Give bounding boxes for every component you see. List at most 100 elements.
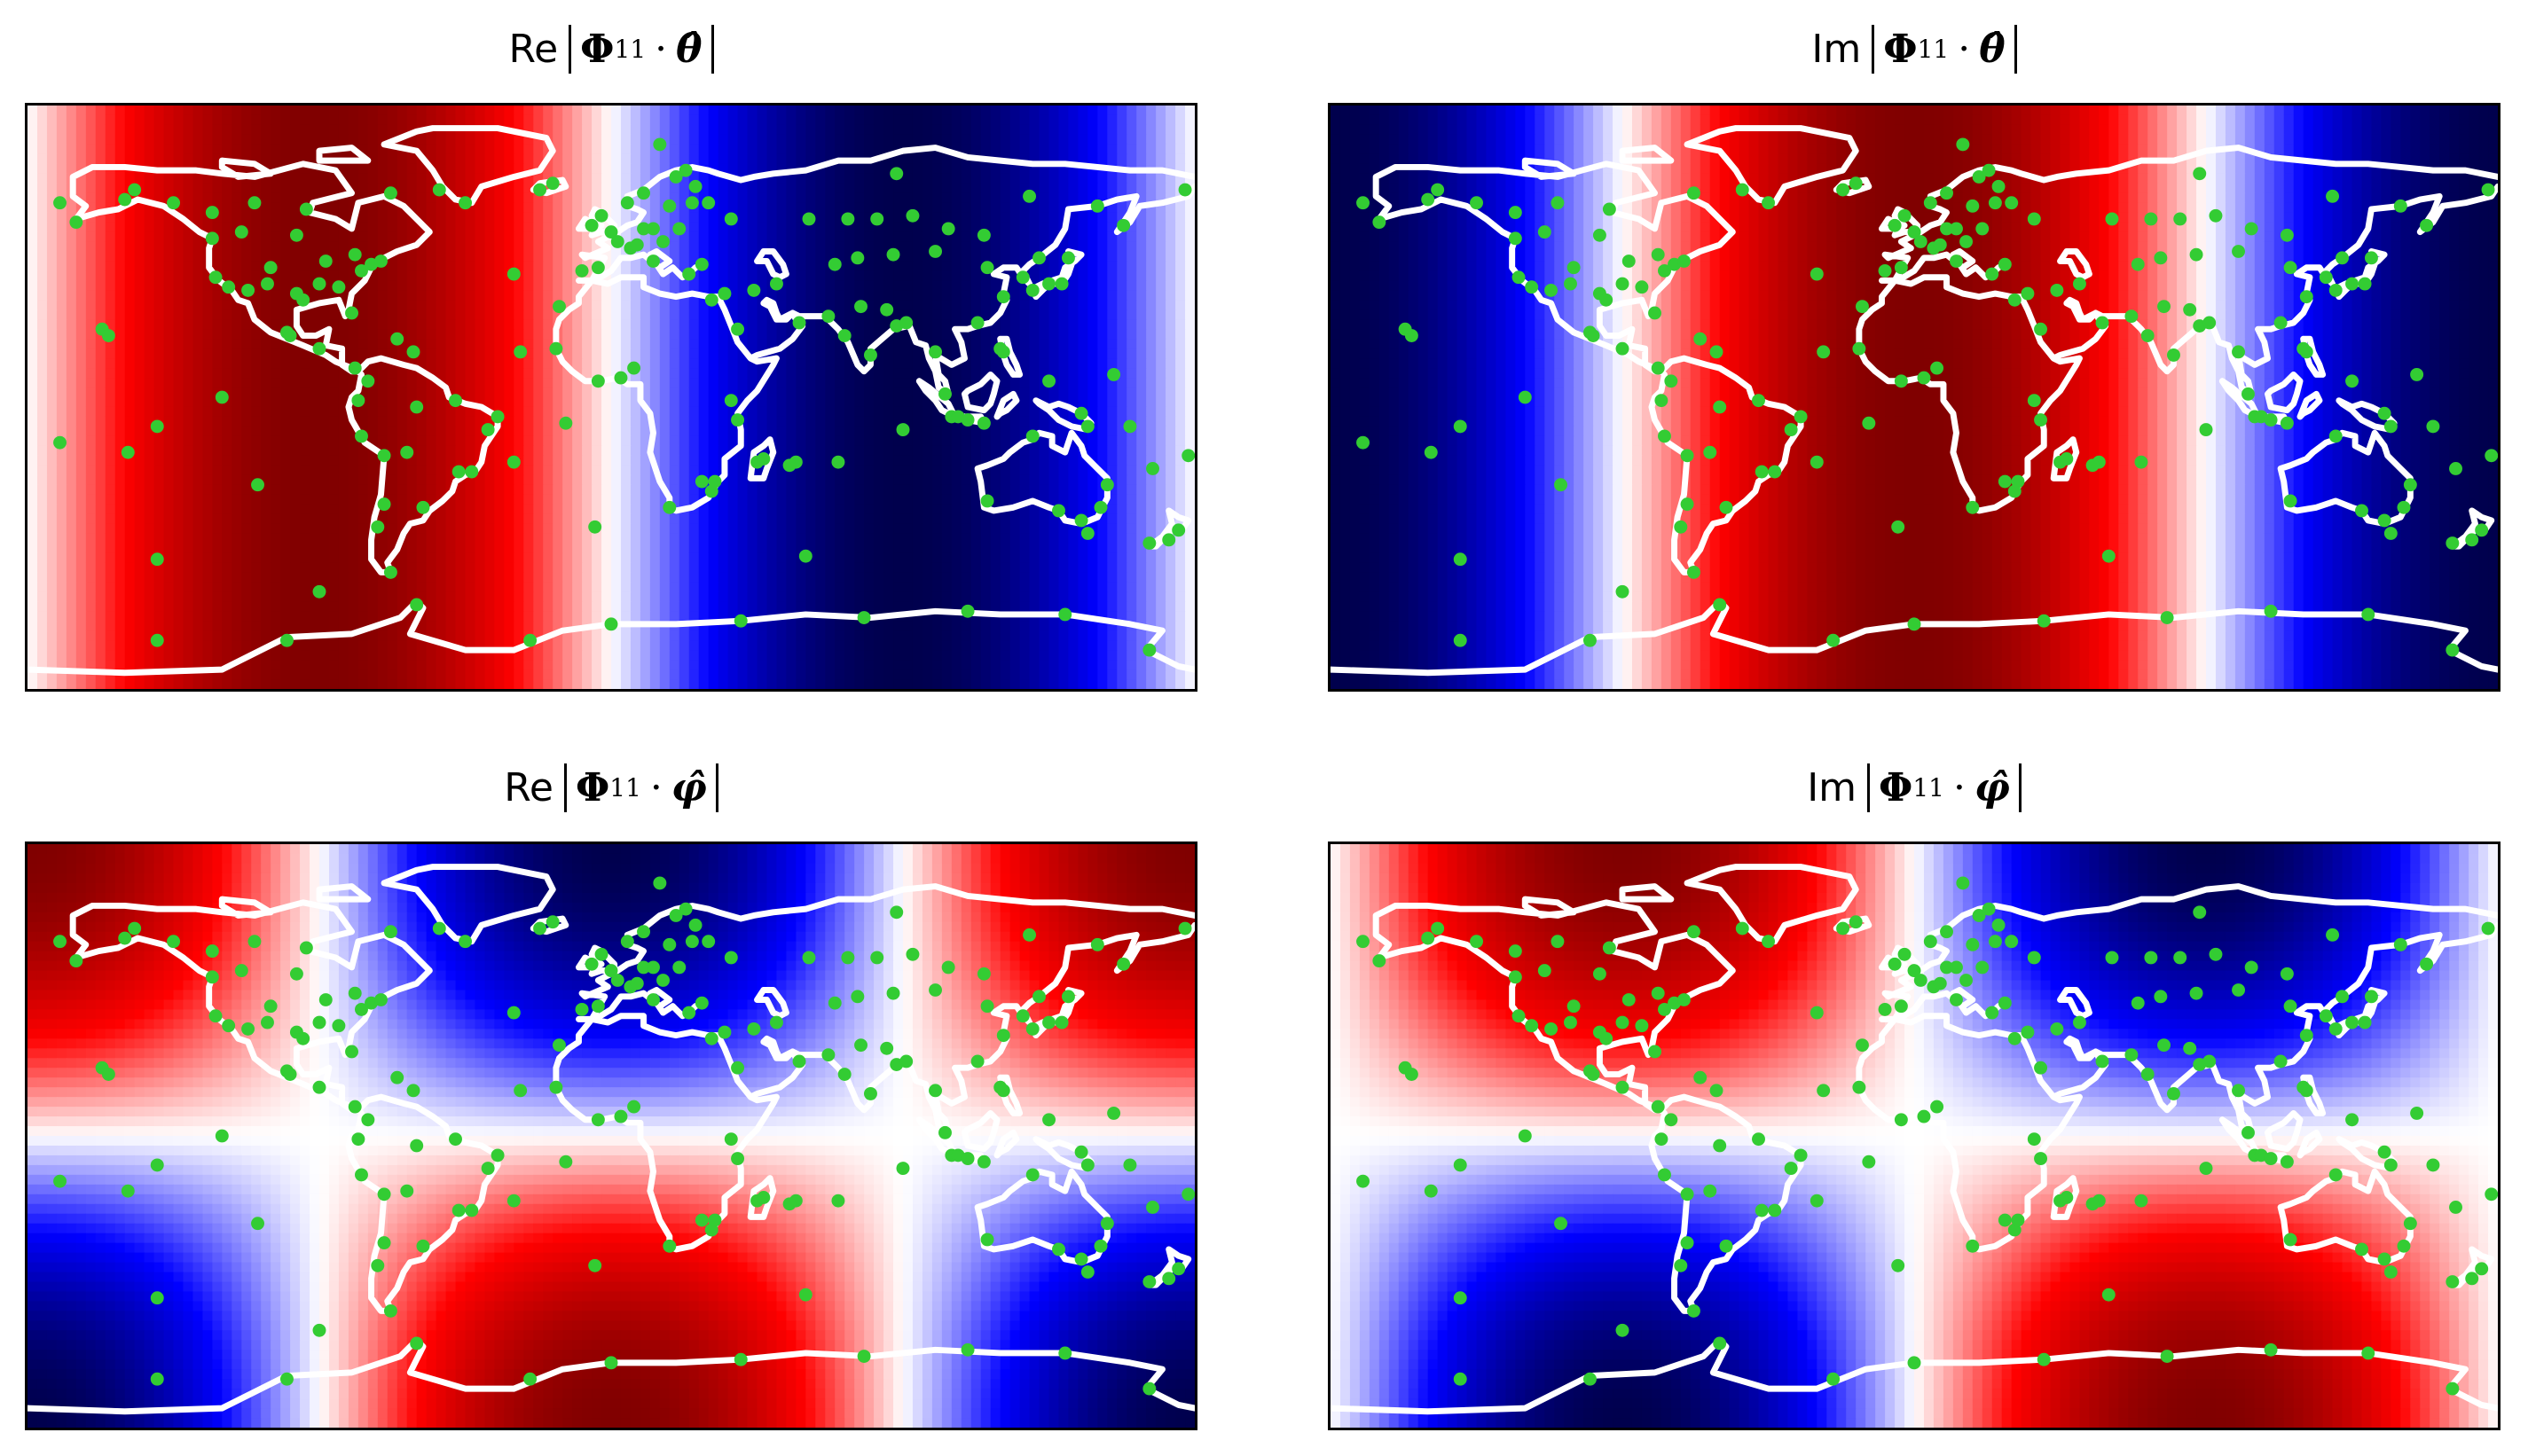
station-point (546, 176, 560, 191)
station-point (1933, 238, 1947, 252)
station-point (2475, 523, 2489, 537)
station-point (1055, 277, 1069, 291)
station-point (841, 951, 855, 965)
station-point (2232, 245, 2245, 258)
station-point (2007, 293, 2022, 307)
station-point (348, 1100, 362, 1114)
station-point (1554, 478, 1567, 492)
station-point (1680, 497, 1694, 512)
station-point (731, 413, 745, 427)
station-point (53, 935, 67, 949)
station-point (1511, 270, 1526, 285)
station-point (2328, 283, 2343, 297)
station-point (1470, 196, 1484, 210)
station-point (251, 478, 264, 492)
station-point (2361, 1346, 2375, 1360)
station-point (2326, 928, 2340, 942)
station-point (1635, 280, 1649, 294)
dot-operator: · (1958, 27, 1970, 72)
dot-operator: · (650, 765, 663, 810)
station-point (782, 1197, 797, 1211)
station-point (1564, 1015, 1577, 1029)
station-point (118, 192, 132, 207)
station-point (1058, 1346, 1072, 1360)
station-point (383, 186, 397, 200)
expression-bracket: Φ 11 · θ̂ (569, 24, 714, 74)
station-point (2383, 527, 2398, 540)
station-point (1768, 465, 1782, 479)
station-point (2377, 1252, 2391, 1266)
station-point (2446, 643, 2460, 657)
station-point (1917, 371, 1931, 385)
station-point (2232, 983, 2245, 997)
station-point (734, 1352, 748, 1366)
operator-subscript: 11 (609, 773, 641, 802)
station-point (2364, 990, 2378, 1004)
station-point (2021, 286, 2035, 301)
station-point (594, 947, 608, 961)
station-point (1648, 306, 1661, 320)
station-point (2345, 277, 2359, 291)
station-point (798, 549, 813, 563)
station-point (2183, 1041, 2197, 1055)
panel-title: Im Φ 11 · θ̂ (1328, 0, 2501, 98)
station-point (2173, 951, 2187, 965)
station-point (1023, 928, 1037, 942)
station-point (996, 290, 1010, 304)
station-point (2154, 990, 2168, 1004)
station-point (2403, 478, 2417, 492)
station-point (1162, 1272, 1176, 1286)
station-point (1762, 935, 1776, 949)
station-point (938, 1125, 952, 1139)
station-point (1162, 533, 1176, 547)
station-point (821, 309, 836, 324)
station-point (1586, 329, 1600, 342)
station-point (2050, 1022, 2064, 1036)
station-point (1356, 1174, 1370, 1188)
station-point (1090, 937, 1104, 951)
station-point (1693, 1070, 1708, 1084)
station-point (610, 235, 624, 248)
station-point (371, 1258, 385, 1272)
station-point (1544, 1022, 1558, 1036)
station-point (620, 196, 634, 210)
station-point (1525, 280, 1539, 294)
station-point (821, 1048, 836, 1062)
station-point (1453, 419, 1467, 434)
station-point (205, 970, 219, 984)
station-point (410, 400, 424, 414)
station-point (1123, 419, 1137, 434)
station-point (1836, 183, 1850, 197)
station-point (1023, 189, 1037, 203)
station-point (2264, 1152, 2278, 1165)
station-point (549, 1080, 563, 1094)
station-point (2021, 1025, 2035, 1039)
station-point (688, 918, 703, 932)
station-point (355, 263, 368, 278)
station-point (708, 1213, 722, 1227)
station-point (828, 257, 842, 271)
station-point (1713, 598, 1727, 612)
station-point (2131, 996, 2145, 1010)
station-point (1421, 931, 1435, 945)
station-point (167, 935, 181, 949)
station-point (906, 947, 920, 961)
station-point (2280, 967, 2294, 981)
station-point (150, 552, 164, 567)
station-point (318, 254, 333, 268)
operator-symbol: Φ (580, 27, 614, 72)
station-point (695, 474, 709, 489)
station-point (2383, 419, 2398, 434)
station-point (682, 1006, 696, 1020)
station-point (2280, 1155, 2294, 1169)
station-point (2167, 348, 2180, 362)
station-point (1658, 1002, 1671, 1016)
station-point (361, 1113, 375, 1127)
station-point (604, 964, 618, 978)
station-point (2485, 449, 2498, 463)
stations (53, 876, 1195, 1396)
station-point (938, 387, 952, 401)
station-point (1648, 1045, 1661, 1059)
station-point (2241, 1125, 2255, 1139)
station-point (695, 257, 709, 271)
